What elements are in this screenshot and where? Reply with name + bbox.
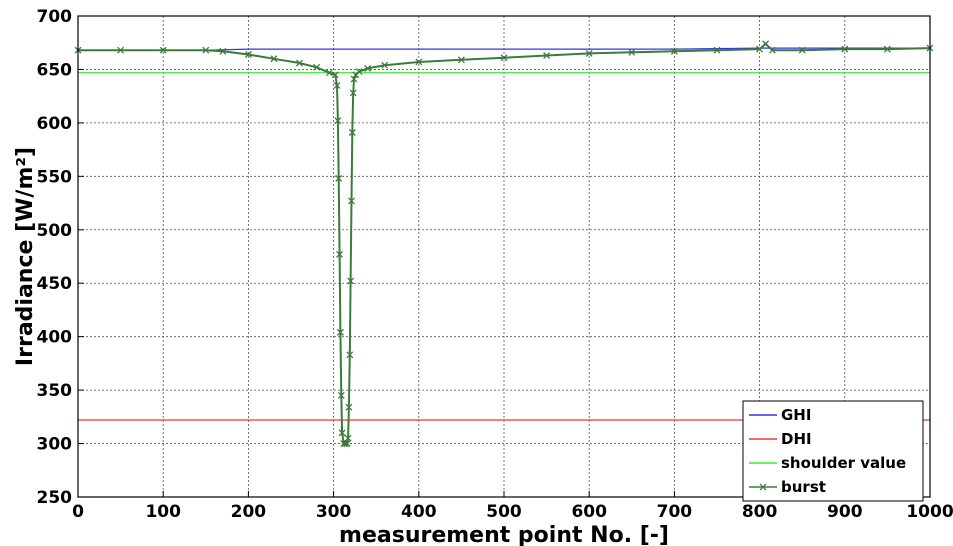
data-point-burst bbox=[585, 49, 593, 57]
data-point-burst bbox=[342, 440, 349, 448]
data-point-burst bbox=[762, 40, 770, 48]
y-tick-label: 450 bbox=[37, 274, 73, 294]
x-tick-label: 600 bbox=[571, 502, 607, 522]
y-tick-label: 500 bbox=[37, 221, 73, 241]
data-point-burst bbox=[219, 47, 227, 55]
data-point-burst bbox=[347, 277, 355, 285]
data-point-burst bbox=[159, 46, 167, 54]
data-point-burst bbox=[345, 403, 353, 411]
y-axis-title: Irradiance [W/m²] bbox=[13, 147, 38, 366]
y-tick-label: 300 bbox=[37, 435, 73, 455]
legend-marker bbox=[759, 483, 767, 491]
x-tick-label: 100 bbox=[145, 502, 181, 522]
data-point-burst bbox=[202, 46, 210, 54]
data-point-burst bbox=[348, 197, 355, 205]
data-point-burst bbox=[338, 429, 346, 437]
y-tick-label: 650 bbox=[37, 60, 73, 80]
x-tick-label: 500 bbox=[486, 502, 522, 522]
data-point-burst bbox=[335, 175, 343, 182]
data-point-burst bbox=[500, 54, 508, 62]
data-point-burst bbox=[348, 129, 356, 136]
grid bbox=[77, 15, 931, 498]
data-point-burst bbox=[415, 58, 423, 66]
data-point-burst bbox=[798, 46, 806, 54]
data-point-burst bbox=[334, 117, 342, 125]
y-tick-label: 400 bbox=[37, 328, 73, 348]
data-point-burst bbox=[670, 47, 678, 55]
x-tick-label: 400 bbox=[401, 502, 437, 522]
x-tick-label: 1000 bbox=[906, 502, 953, 522]
data-point-burst bbox=[364, 64, 372, 72]
y-tick-label: 250 bbox=[37, 488, 73, 508]
series-line-burst bbox=[78, 42, 931, 445]
data-point-burst bbox=[883, 45, 891, 53]
legend-label: burst bbox=[781, 478, 826, 496]
data-point-burst bbox=[337, 391, 345, 399]
legend: GHI DHI shoulder value burst bbox=[742, 400, 924, 502]
data-point-burst bbox=[336, 250, 344, 258]
data-point-burst bbox=[333, 82, 341, 89]
data-point-burst bbox=[344, 434, 352, 442]
data-point-burst bbox=[768, 46, 776, 54]
data-point-burst bbox=[713, 46, 721, 54]
y-tick-label: 600 bbox=[37, 114, 73, 134]
data-point-burst bbox=[355, 68, 363, 76]
y-tick-label: 350 bbox=[37, 381, 73, 401]
legend-label: shoulder value bbox=[781, 454, 906, 472]
data-point-burst bbox=[457, 56, 465, 64]
x-tick-label: 300 bbox=[316, 502, 352, 522]
data-point-burst bbox=[244, 51, 252, 58]
legend-box bbox=[742, 400, 924, 502]
x-tick-label: 900 bbox=[827, 502, 863, 522]
data-point-burst bbox=[346, 351, 354, 359]
data-point-burst bbox=[270, 55, 278, 63]
data-point-burst bbox=[543, 52, 551, 60]
x-tick-label: 800 bbox=[742, 502, 778, 522]
y-tick-label: 550 bbox=[37, 167, 73, 187]
legend-label: DHI bbox=[781, 430, 812, 448]
x-tick-label: 0 bbox=[72, 502, 84, 522]
tick-labels: 0 100 200 300 400 500 600 700 800 900 1000 250 300 35… bbox=[37, 7, 953, 522]
data-point-burst bbox=[350, 75, 358, 83]
data-point-burst bbox=[381, 61, 389, 69]
data-point-burst bbox=[117, 46, 125, 54]
x-axis-title: measurement point No. [-] bbox=[339, 523, 669, 546]
data-point-burst bbox=[331, 71, 339, 79]
x-tick-label: 200 bbox=[231, 502, 267, 522]
plot-frame bbox=[77, 15, 931, 498]
data-point-burst bbox=[841, 45, 849, 53]
data-point-burst bbox=[325, 69, 333, 77]
data-point-burst bbox=[336, 328, 344, 336]
data-point-burst bbox=[756, 45, 764, 53]
x-tick-label: 700 bbox=[657, 502, 693, 522]
legend-label: GHI bbox=[781, 406, 811, 424]
data-point-burst bbox=[313, 63, 321, 71]
y-tick-label: 700 bbox=[37, 7, 73, 27]
data-point-burst bbox=[343, 440, 351, 448]
data-point-burst bbox=[349, 89, 357, 97]
data-point-burst bbox=[628, 48, 636, 56]
data-point-burst bbox=[296, 59, 303, 67]
